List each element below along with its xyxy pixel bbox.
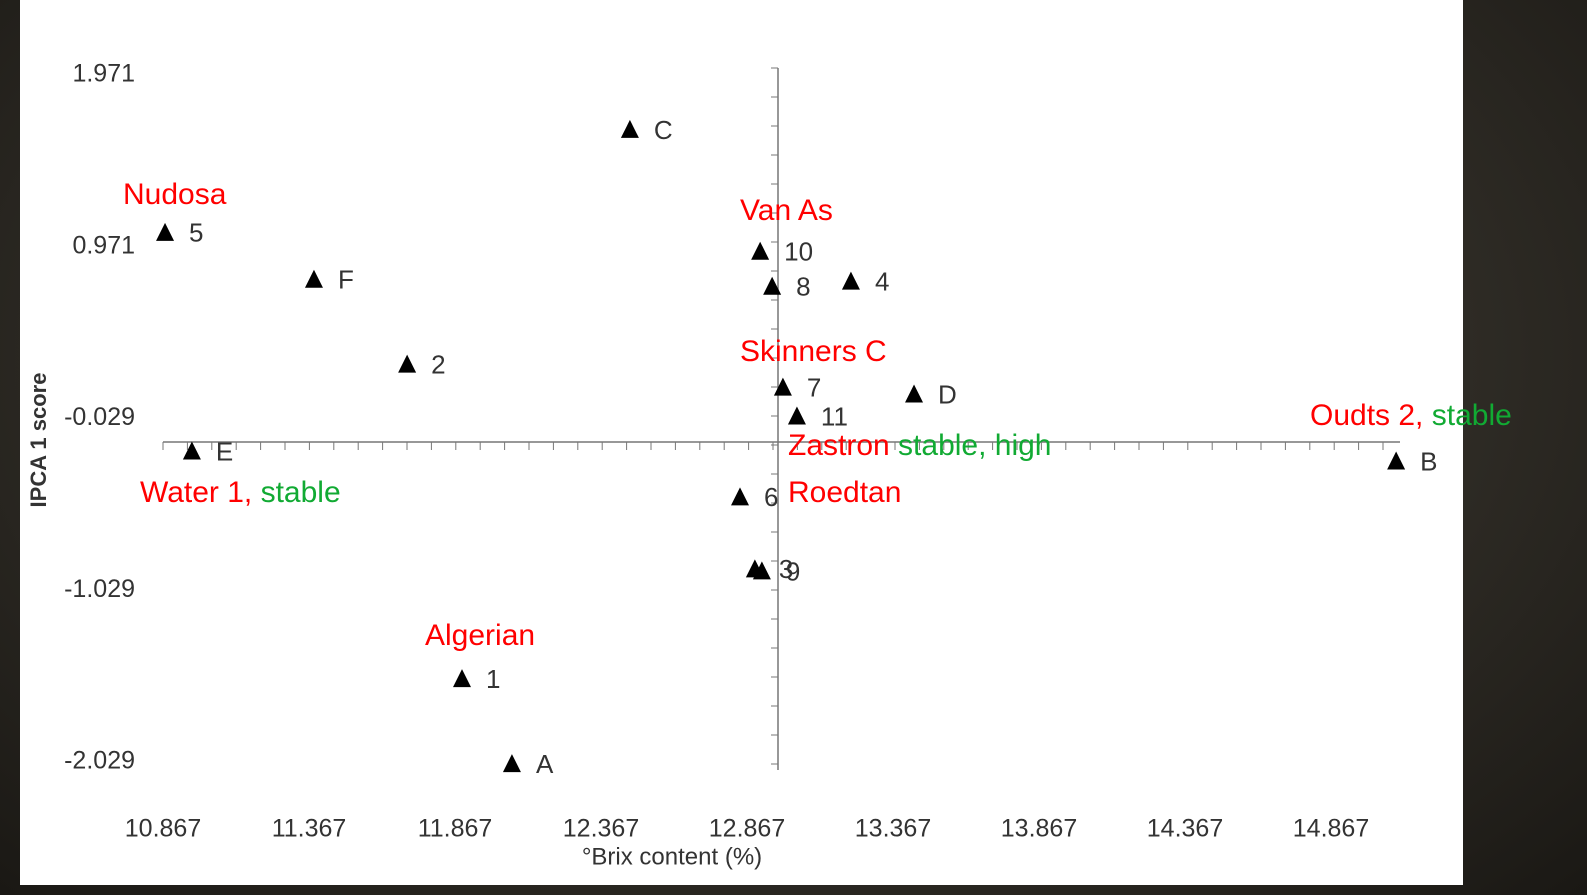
annotation-part: stable, high xyxy=(890,429,1052,462)
annotation-part: stable xyxy=(1423,399,1511,432)
point xyxy=(156,222,175,241)
y-axis-label: IPCA 1 score xyxy=(26,373,51,508)
point xyxy=(752,561,771,580)
point-label: A xyxy=(536,749,554,779)
x-tick-label: 13.867 xyxy=(1001,815,1077,843)
point xyxy=(773,377,792,396)
point xyxy=(787,406,806,425)
x-tick-label: 11.367 xyxy=(272,815,347,843)
x-tick-label: 11.867 xyxy=(418,815,493,843)
annotation: Zastron stable, high xyxy=(788,429,1052,462)
y-tick-label: -0.029 xyxy=(64,403,135,431)
annotation-part: Nudosa xyxy=(123,178,227,211)
point xyxy=(751,241,770,260)
annotation-part: Skinners C xyxy=(740,335,887,368)
point-label: D xyxy=(938,379,957,409)
x-tick-label: 12.867 xyxy=(709,815,785,843)
point xyxy=(182,441,201,460)
annotation: Roedtan xyxy=(788,476,901,509)
annotation: Nudosa xyxy=(123,178,227,211)
y-tick-label: -2.029 xyxy=(64,747,135,775)
point xyxy=(1387,451,1406,470)
y-tick-label: 1.971 xyxy=(72,60,135,88)
point xyxy=(304,269,323,288)
point-label: 7 xyxy=(807,372,821,402)
x-axis-label: °Brix content (%) xyxy=(582,843,762,870)
annotation-part: Zastron xyxy=(788,429,890,462)
point xyxy=(453,669,472,688)
point-label: 6 xyxy=(764,482,778,512)
x-tick-label: 12.367 xyxy=(563,815,639,843)
point xyxy=(905,384,924,403)
point-label: E xyxy=(216,436,233,466)
point-label: 2 xyxy=(431,349,445,379)
point-label: F xyxy=(338,265,354,295)
x-tick-label: 14.367 xyxy=(1147,815,1223,843)
point-label: 3 xyxy=(779,554,793,584)
point xyxy=(763,276,782,295)
point xyxy=(730,487,749,506)
annotation-part: Water 1, xyxy=(140,476,252,509)
point-label: 5 xyxy=(189,218,203,248)
y-tick-label: -1.029 xyxy=(64,575,135,603)
point-label: 8 xyxy=(796,272,810,302)
point-label: C xyxy=(654,115,673,145)
x-tick-label: 14.867 xyxy=(1293,815,1369,843)
annotation: Skinners C xyxy=(740,335,887,368)
annotation: Water 1, stable xyxy=(140,476,341,509)
point xyxy=(620,119,639,138)
x-tick-label: 10.867 xyxy=(125,815,201,843)
annotation-part: Roedtan xyxy=(788,476,901,509)
annotation-part: stable xyxy=(252,476,340,509)
point xyxy=(841,271,860,290)
point xyxy=(502,754,521,773)
annotation-part: Van As xyxy=(740,194,833,227)
point-label: 1 xyxy=(486,664,500,694)
annotation-part: Algerian xyxy=(425,619,535,652)
x-tick-label: 13.367 xyxy=(855,815,931,843)
point-label: 11 xyxy=(821,401,848,431)
point-label: 4 xyxy=(875,266,889,296)
point-label: B xyxy=(1420,446,1437,476)
point xyxy=(398,354,417,373)
annotation-part: Oudts 2, xyxy=(1310,399,1423,432)
annotation: Oudts 2, stable xyxy=(1310,399,1512,432)
y-tick-label: 0.971 xyxy=(72,231,135,259)
annotation: Algerian xyxy=(425,619,535,652)
point-label: 10 xyxy=(784,237,813,267)
point-label: 9 xyxy=(786,556,800,586)
annotation: Van As xyxy=(740,194,833,227)
